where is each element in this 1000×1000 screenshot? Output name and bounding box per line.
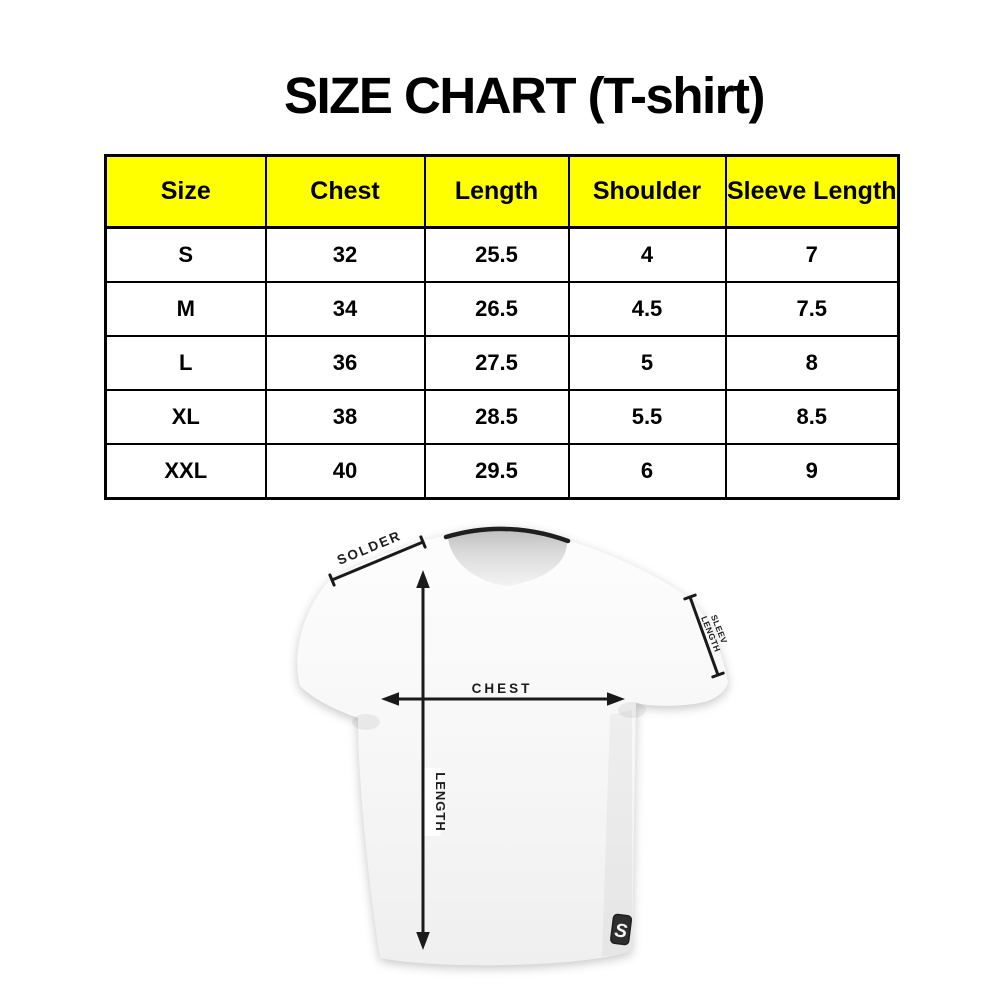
length-cell: 25.5 <box>423 226 570 283</box>
shoulder-cell: 5 <box>567 335 727 391</box>
size-cell: S <box>104 226 267 283</box>
length-cell: 26.5 <box>423 281 570 337</box>
chest-label: CHEST <box>472 681 533 696</box>
tshirt-image <box>297 526 728 966</box>
collar <box>443 526 571 544</box>
col-header-chest: Chest <box>264 154 426 229</box>
col-header-size: Size <box>104 154 267 229</box>
sleeve-cell: 7.5 <box>724 281 900 337</box>
table-row-l: L 36 27.5 5 8 <box>104 335 900 391</box>
size-cell: L <box>104 335 267 391</box>
sleeve-cell: 8 <box>724 335 900 391</box>
col-header-sleeve-length: Sleeve Length <box>724 154 900 229</box>
chest-cell: 36 <box>264 335 426 391</box>
table-row-m: M 34 26.5 4.5 7.5 <box>104 281 900 337</box>
length-label-backing <box>424 768 441 836</box>
chest-cell: 32 <box>264 226 426 283</box>
length-cell: 27.5 <box>423 335 570 391</box>
size-cell: XL <box>104 389 267 445</box>
shoulder-cell: 4.5 <box>567 281 727 337</box>
sleeve-cell: 9 <box>724 443 900 500</box>
brand-logo-letter: S <box>613 920 628 942</box>
length-measure-arrow <box>416 570 430 950</box>
shoulder-cell: 6 <box>567 443 727 500</box>
chest-cell: 34 <box>264 281 426 337</box>
chest-cell: 38 <box>264 389 426 445</box>
length-cell: 29.5 <box>423 443 570 500</box>
chest-measure-arrow <box>381 692 625 706</box>
col-header-shoulder: Shoulder <box>567 154 727 229</box>
neck-opening <box>448 527 568 586</box>
size-cell: XXL <box>104 443 267 500</box>
col-header-length: Length <box>423 154 570 229</box>
table-row-xl: XL 38 28.5 5.5 8.5 <box>104 389 900 445</box>
size-cell: M <box>104 281 267 337</box>
header-row: Size Chest Length Shoulder Sleeve Length <box>104 154 900 229</box>
shoulder-cell: 4 <box>567 226 727 283</box>
brand-logo-patch: S <box>610 913 633 946</box>
table-row-s: S 32 25.5 4 7 <box>104 226 900 283</box>
size-table: Size Chest Length Shoulder Sleeve Length… <box>104 154 900 500</box>
body-shading <box>602 710 632 956</box>
length-cell: 28.5 <box>423 389 570 445</box>
table-row-xxl: XXL 40 29.5 6 9 <box>104 443 900 500</box>
tshirt-diagram: SOLDER SLEEV LENGTH LENGTH CHEST <box>297 526 729 966</box>
page-title: SIZE CHART (T-shirt) <box>284 67 765 124</box>
chest-cell: 40 <box>264 443 426 500</box>
sleeve-cell: 8.5 <box>724 389 900 445</box>
shoulder-measure-arrow <box>328 535 427 587</box>
shoulder-cell: 5.5 <box>567 389 727 445</box>
length-label: LENGTH <box>433 772 448 831</box>
sleeve-measure-arrow <box>683 593 725 679</box>
sleeve-cell: 7 <box>724 226 900 283</box>
